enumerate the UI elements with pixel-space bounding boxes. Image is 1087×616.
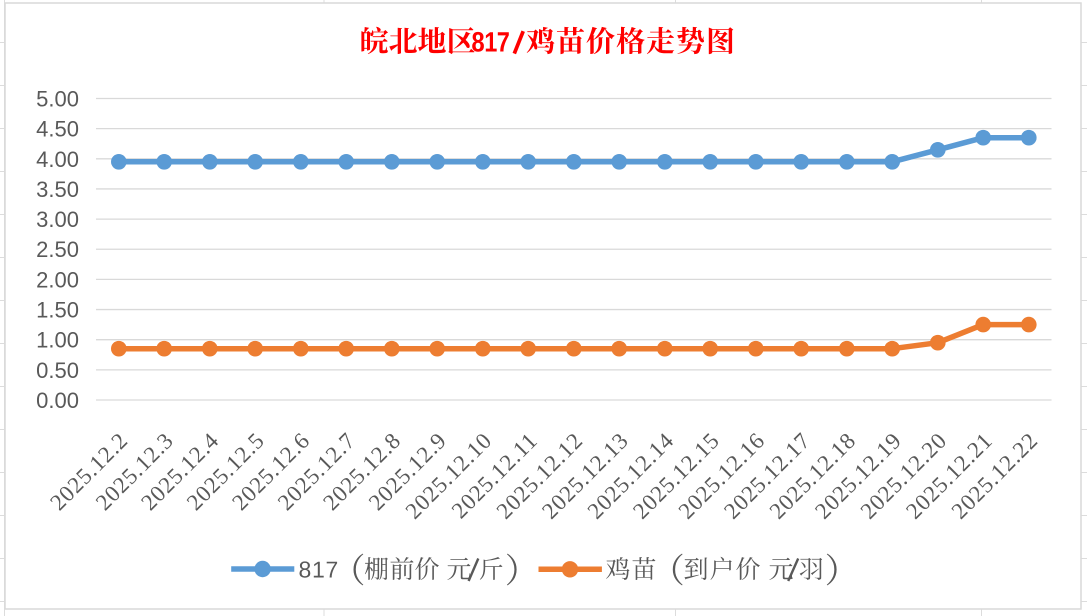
svg-text:0.00: 0.00 [36,388,79,413]
svg-text:3.00: 3.00 [36,207,79,232]
svg-text:4.50: 4.50 [36,117,79,142]
svg-text:4.00: 4.00 [36,147,79,172]
svg-text:1.50: 1.50 [36,298,79,323]
svg-text:2.50: 2.50 [36,237,79,262]
svg-text:1.00: 1.00 [36,328,79,353]
svg-text:2.00: 2.00 [36,267,79,292]
svg-text:5.00: 5.00 [36,87,79,112]
svg-text:0.50: 0.50 [36,358,79,383]
svg-text:3.50: 3.50 [36,177,79,202]
